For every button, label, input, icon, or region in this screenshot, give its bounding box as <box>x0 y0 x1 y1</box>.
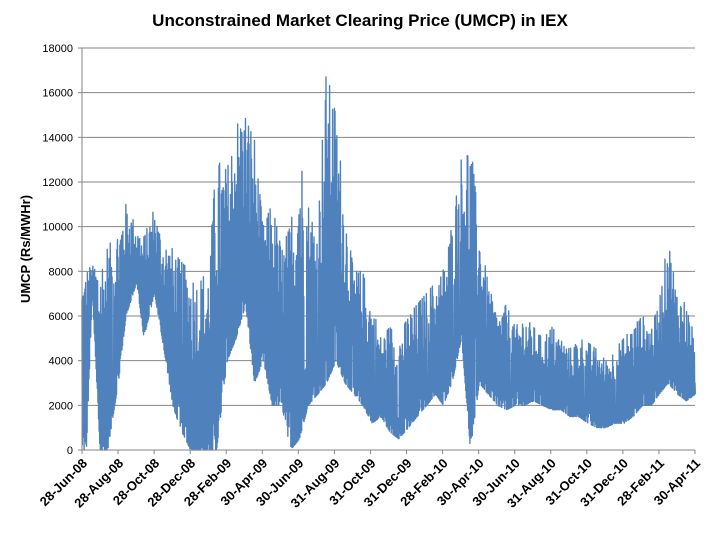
y-tick-label: 18000 <box>42 43 73 55</box>
y-tick-label: 0 <box>67 445 73 457</box>
umcp-series-line <box>81 76 696 451</box>
y-tick-label: 16000 <box>42 88 73 100</box>
y-tick-label: 8000 <box>49 266 73 278</box>
y-tick-label: 6000 <box>49 311 73 323</box>
y-tick-label: 10000 <box>42 222 73 234</box>
series-layer <box>81 76 696 451</box>
y-tick-label: 4000 <box>49 356 73 368</box>
y-tick-label: 2000 <box>49 400 73 412</box>
y-axis-ticks: 0 2000 4000 6000 8000 10000 12000 14000 16000 180… <box>42 43 82 457</box>
y-axis-label: UMCP (Rs/MWHr) <box>18 195 33 303</box>
y-tick-label: 14000 <box>42 132 73 144</box>
y-tick-label: 12000 <box>42 177 73 189</box>
chart-title: Unconstrained Market Clearing Price (UMC… <box>152 11 568 30</box>
